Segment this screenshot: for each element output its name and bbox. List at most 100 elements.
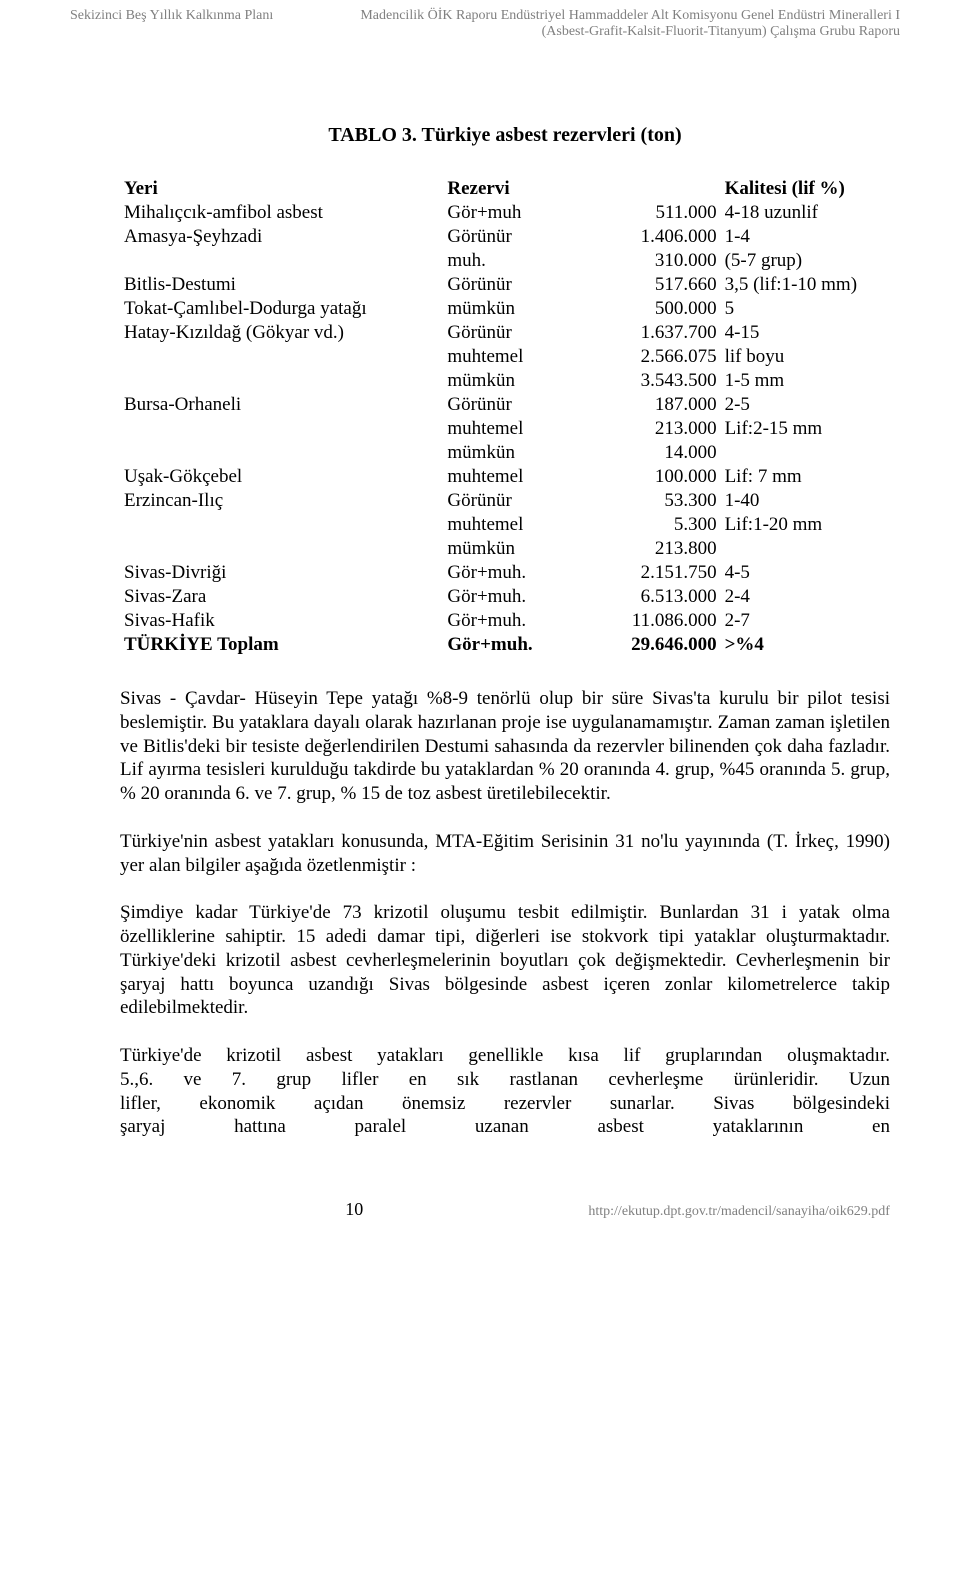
cell-rezervi: mümkün xyxy=(443,369,582,393)
cell-rezervi: Gör+muh. xyxy=(443,609,582,633)
cell-yeri: Mihalıçcık-amfibol asbest xyxy=(120,201,443,225)
cell-rezervi: Gör+muh. xyxy=(443,633,582,657)
cell-kalitesi: 1-40 xyxy=(721,489,890,513)
cell-value: 1.406.000 xyxy=(582,225,721,249)
page-footer: 10 http://ekutup.dpt.gov.tr/madencil/san… xyxy=(120,1199,890,1220)
header-right-line1: Madencilik ÖİK Raporu Endüstriyel Hammad… xyxy=(360,8,900,24)
header-right: Madencilik ÖİK Raporu Endüstriyel Hammad… xyxy=(360,8,900,40)
paragraph-4b: 5.,6. ve 7. grup lifler en sık rastlanan… xyxy=(120,1068,890,1092)
table-row: muh.310.000(5-7 grup) xyxy=(120,249,890,273)
cell-kalitesi: 5 xyxy=(721,297,890,321)
cell-value: 213.800 xyxy=(582,537,721,561)
table-row: muhtemel2.566.075lif boyu xyxy=(120,345,890,369)
table-row: mümkün213.800 xyxy=(120,537,890,561)
cell-yeri xyxy=(120,513,443,537)
cell-value: 11.086.000 xyxy=(582,609,721,633)
cell-yeri: Bitlis-Destumi xyxy=(120,273,443,297)
cell-value: 5.300 xyxy=(582,513,721,537)
cell-value: 511.000 xyxy=(582,201,721,225)
footer-url: http://ekutup.dpt.gov.tr/madencil/sanayi… xyxy=(588,1204,890,1220)
cell-yeri: Hatay-Kızıldağ (Gökyar vd.) xyxy=(120,321,443,345)
table-row: Sivas-ZaraGör+muh.6.513.0002-4 xyxy=(120,585,890,609)
cell-rezervi: Gör+muh xyxy=(443,201,582,225)
cell-value: 29.646.000 xyxy=(582,633,721,657)
cell-value: 187.000 xyxy=(582,393,721,417)
cell-kalitesi: 1-5 mm xyxy=(721,369,890,393)
cell-kalitesi: 2-5 xyxy=(721,393,890,417)
cell-yeri: Bursa-Orhaneli xyxy=(120,393,443,417)
cell-yeri: Amasya-Şeyhzadi xyxy=(120,225,443,249)
cell-rezervi: muhtemel xyxy=(443,513,582,537)
cell-rezervi: Görünür xyxy=(443,393,582,417)
cell-value: 3.543.500 xyxy=(582,369,721,393)
paragraph-4c: lifler, ekonomik açıdan önemsiz rezervle… xyxy=(120,1092,890,1116)
table-row: Sivas-DivriğiGör+muh.2.151.7504-5 xyxy=(120,561,890,585)
cell-kalitesi: 2-4 xyxy=(721,585,890,609)
cell-yeri: Sivas-Zara xyxy=(120,585,443,609)
cell-kalitesi: 4-5 xyxy=(721,561,890,585)
cell-value: 100.000 xyxy=(582,465,721,489)
cell-yeri xyxy=(120,537,443,561)
cell-kalitesi: 4-15 xyxy=(721,321,890,345)
paragraph-4a: Türkiye'de krizotil asbest yatakları gen… xyxy=(120,1044,890,1068)
cell-kalitesi xyxy=(721,441,890,465)
cell-value: 1.637.700 xyxy=(582,321,721,345)
cell-rezervi: mümkün xyxy=(443,537,582,561)
cell-kalitesi: (5-7 grup) xyxy=(721,249,890,273)
table-row: Mihalıçcık-amfibol asbestGör+muh511.0004… xyxy=(120,201,890,225)
cell-kalitesi: Lif:2-15 mm xyxy=(721,417,890,441)
cell-rezervi: Görünür xyxy=(443,321,582,345)
cell-rezervi: Gör+muh. xyxy=(443,561,582,585)
paragraph-3: Şimdiye kadar Türkiye'de 73 krizotil olu… xyxy=(120,901,890,1020)
table-row: mümkün3.543.5001-5 mm xyxy=(120,369,890,393)
cell-value: 53.300 xyxy=(582,489,721,513)
table-row: Bursa-OrhaneliGörünür187.0002-5 xyxy=(120,393,890,417)
table-row: TÜRKİYE ToplamGör+muh.29.646.000>%4 xyxy=(120,633,890,657)
cell-value: 14.000 xyxy=(582,441,721,465)
cell-kalitesi: 2-7 xyxy=(721,609,890,633)
cell-rezervi: muh. xyxy=(443,249,582,273)
cell-value: 517.660 xyxy=(582,273,721,297)
table-row: Hatay-Kızıldağ (Gökyar vd.)Görünür1.637.… xyxy=(120,321,890,345)
cell-kalitesi: Lif: 7 mm xyxy=(721,465,890,489)
table-row: Erzincan-IlıçGörünür53.3001-40 xyxy=(120,489,890,513)
table-row: Uşak-Gökçebelmuhtemel100.000Lif: 7 mm xyxy=(120,465,890,489)
cell-value: 2.151.750 xyxy=(582,561,721,585)
page-header: Sekizinci Beş Yıllık Kalkınma Planı Made… xyxy=(70,0,900,44)
cell-rezervi: Gör+muh. xyxy=(443,585,582,609)
cell-kalitesi: 4-18 uzunlif xyxy=(721,201,890,225)
cell-kalitesi: Lif:1-20 mm xyxy=(721,513,890,537)
cell-yeri xyxy=(120,417,443,441)
th-kalitesi: Kalitesi (lif %) xyxy=(721,177,890,201)
paragraph-1: Sivas - Çavdar- Hüseyin Tepe yatağı %8-9… xyxy=(120,687,890,806)
cell-rezervi: muhtemel xyxy=(443,465,582,489)
cell-kalitesi: 1-4 xyxy=(721,225,890,249)
cell-yeri xyxy=(120,249,443,273)
cell-yeri: TÜRKİYE Toplam xyxy=(120,633,443,657)
cell-yeri: Sivas-Hafik xyxy=(120,609,443,633)
table-row: Amasya-ŞeyhzadiGörünür1.406.0001-4 xyxy=(120,225,890,249)
cell-value: 2.566.075 xyxy=(582,345,721,369)
table-row: muhtemel5.300Lif:1-20 mm xyxy=(120,513,890,537)
table-row: mümkün14.000 xyxy=(120,441,890,465)
cell-rezervi: mümkün xyxy=(443,297,582,321)
cell-value: 310.000 xyxy=(582,249,721,273)
table-row: muhtemel213.000Lif:2-15 mm xyxy=(120,417,890,441)
paragraph-4: Türkiye'de krizotil asbest yatakları gen… xyxy=(120,1044,890,1139)
cell-rezervi: muhtemel xyxy=(443,345,582,369)
table-row: Bitlis-DestumiGörünür517.6603,5 (lif:1-1… xyxy=(120,273,890,297)
cell-yeri: Erzincan-Ilıç xyxy=(120,489,443,513)
th-yeri: Yeri xyxy=(120,177,443,201)
cell-yeri: Tokat-Çamlıbel-Dodurga yatağı xyxy=(120,297,443,321)
paragraph-4d: şaryaj hattına paralel uzanan asbest yat… xyxy=(120,1115,890,1139)
cell-kalitesi xyxy=(721,537,890,561)
th-rezervi: Rezervi xyxy=(443,177,582,201)
cell-rezervi: muhtemel xyxy=(443,417,582,441)
cell-yeri xyxy=(120,441,443,465)
cell-value: 500.000 xyxy=(582,297,721,321)
cell-yeri: Uşak-Gökçebel xyxy=(120,465,443,489)
cell-yeri xyxy=(120,345,443,369)
cell-rezervi: mümkün xyxy=(443,441,582,465)
header-left: Sekizinci Beş Yıllık Kalkınma Planı xyxy=(70,8,273,40)
cell-value: 213.000 xyxy=(582,417,721,441)
